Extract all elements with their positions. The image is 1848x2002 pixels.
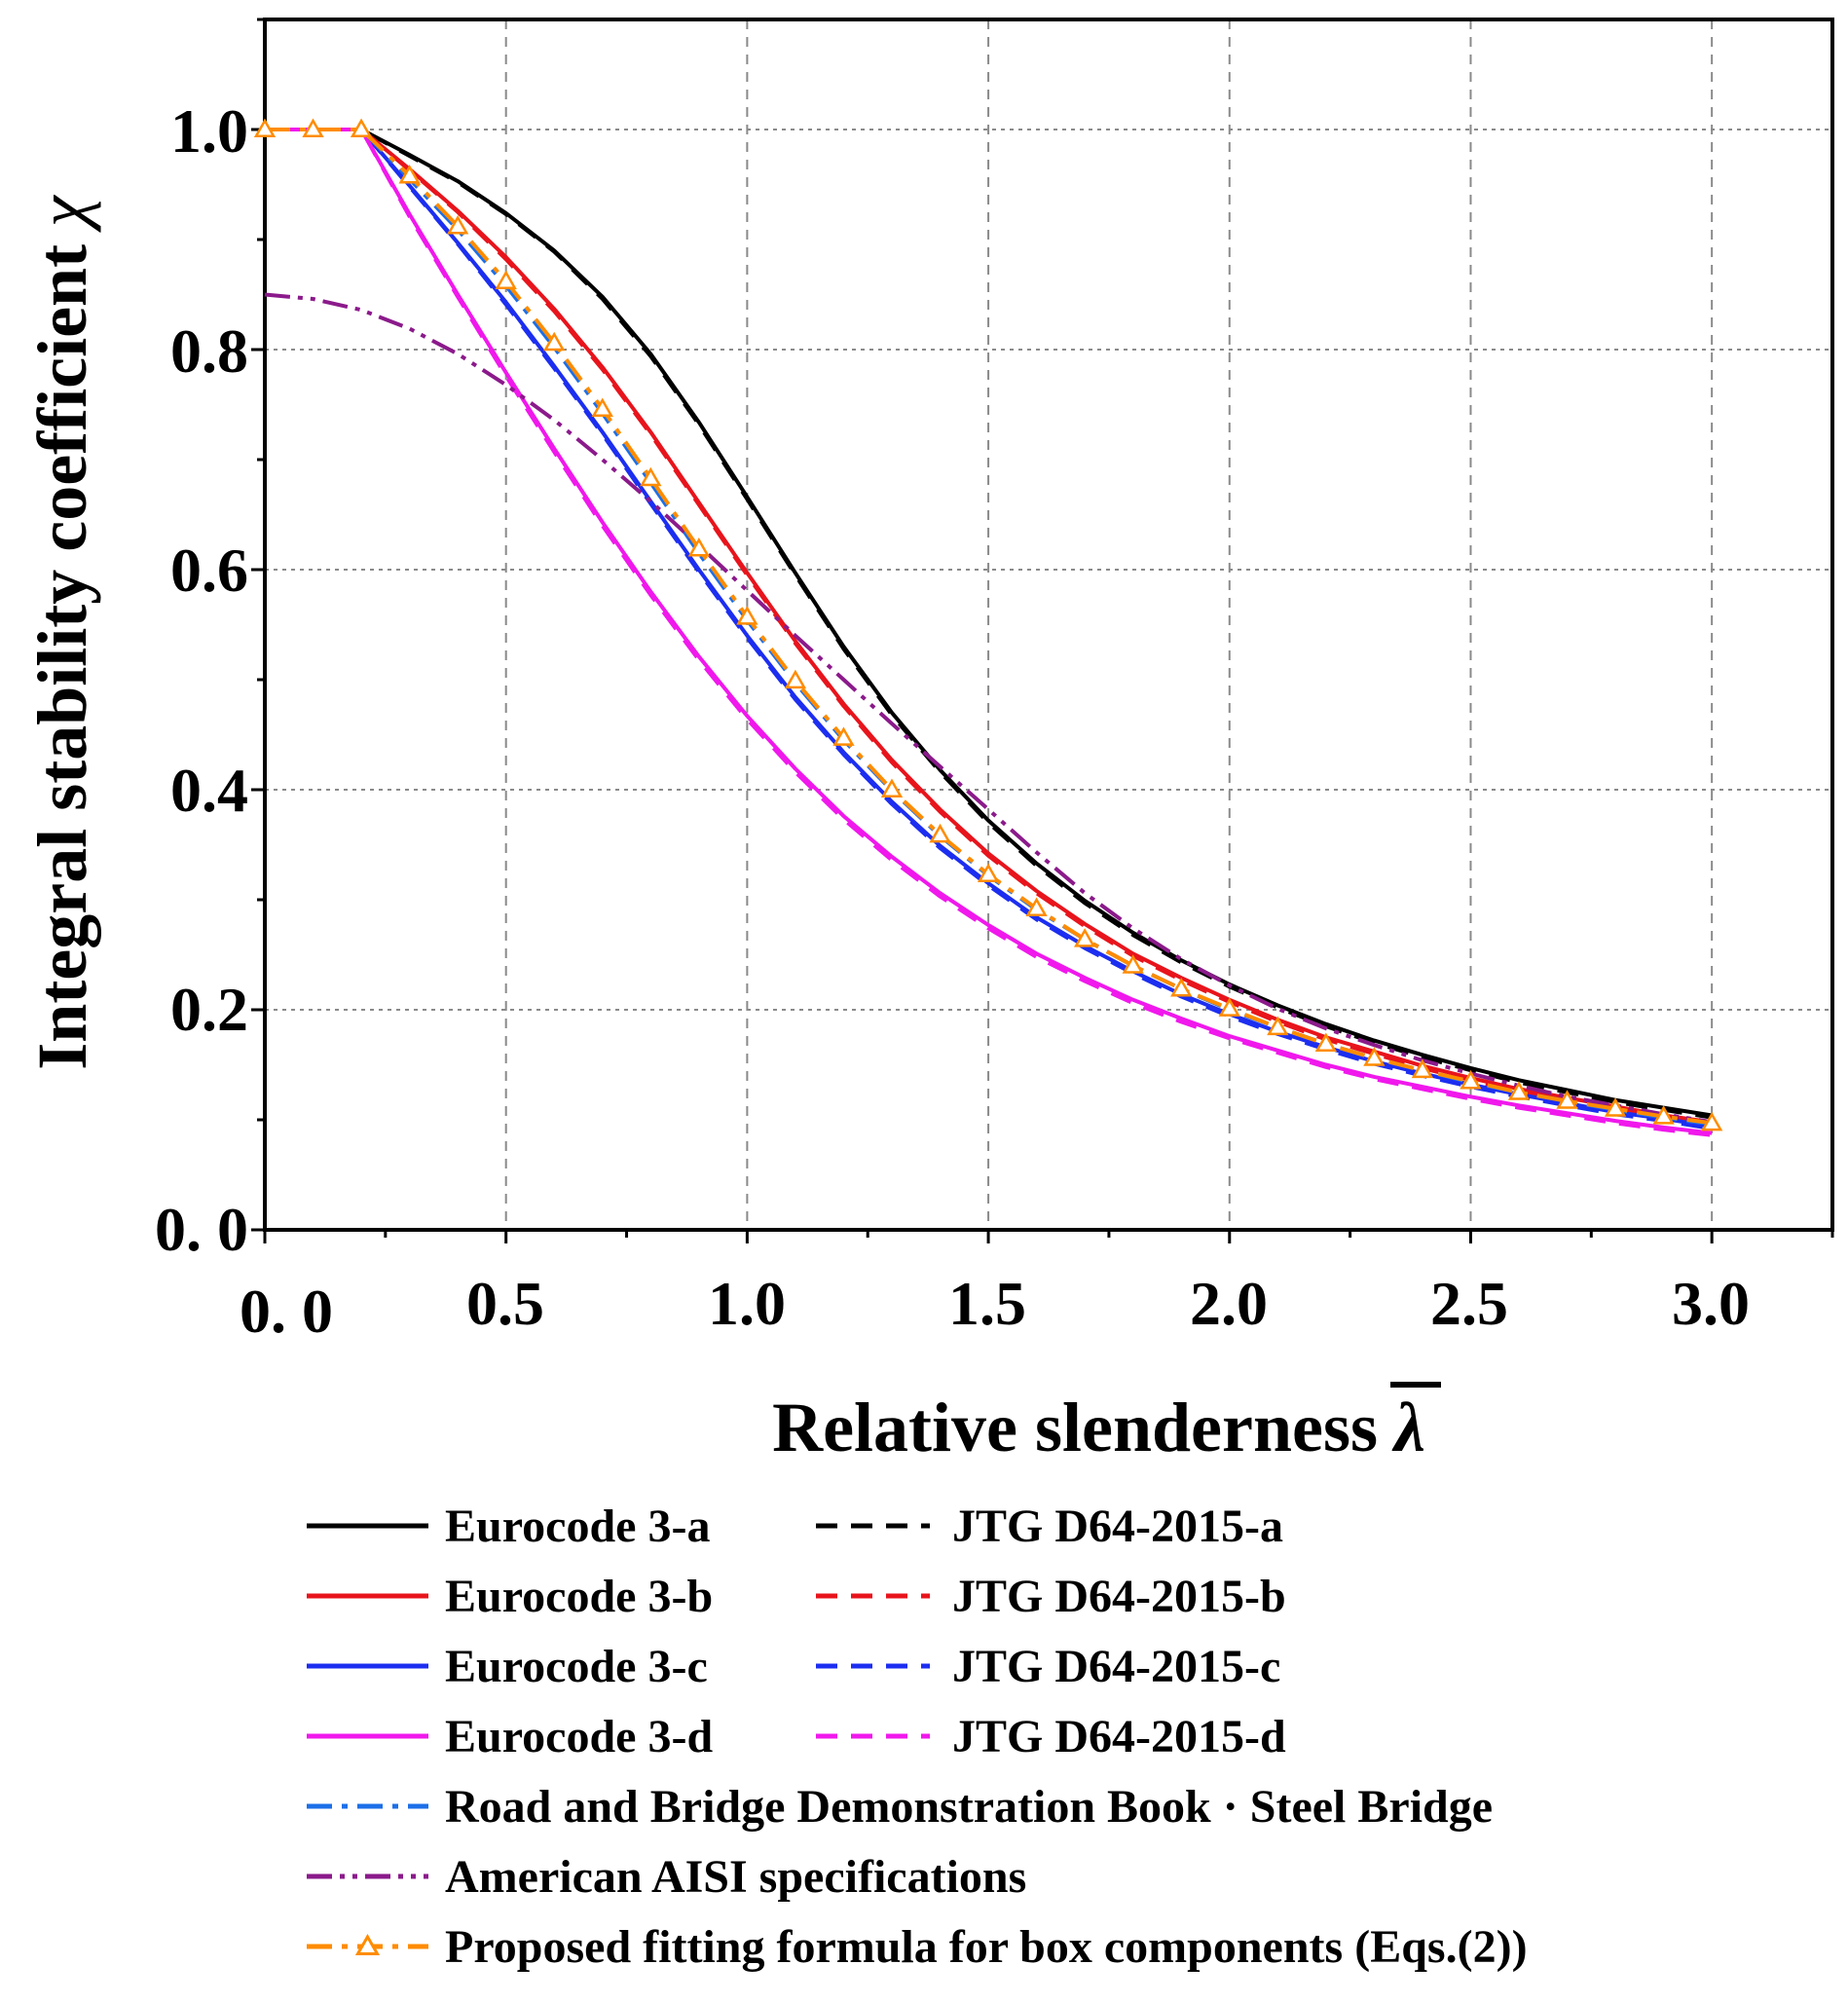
data-point <box>880 778 904 797</box>
data-point <box>1122 954 1144 974</box>
data-point <box>1073 928 1096 947</box>
grid <box>265 19 1832 1230</box>
series-layer <box>253 118 1723 1137</box>
legend-label: Eurocode 3-a <box>445 1501 710 1552</box>
data-point <box>784 669 807 689</box>
series-line <box>265 128 1713 1131</box>
x-tick-label: 3.0 <box>1672 1269 1750 1338</box>
data-point <box>1700 1111 1723 1131</box>
x-axis-title: Relative slenderness λ <box>772 1382 1441 1466</box>
legend-label: Eurocode 3-b <box>445 1571 713 1622</box>
legend-label: JTG D64-2015-b <box>952 1571 1286 1622</box>
legend-label: American AISI specifications <box>445 1851 1026 1903</box>
data-point <box>1556 1090 1578 1109</box>
data-point <box>253 118 277 137</box>
legend-label: Eurocode 3-d <box>445 1711 713 1762</box>
y-tick-label: 0. 0 <box>155 1195 248 1264</box>
data-point <box>591 397 613 418</box>
axis-ticks <box>251 18 1834 1243</box>
y-tick-label: 0.8 <box>170 316 248 386</box>
data-point <box>1267 1016 1289 1036</box>
data-point <box>398 164 421 184</box>
data-point <box>1218 997 1240 1017</box>
data-point <box>929 823 951 843</box>
x-axis-title-symbol: λ <box>1391 1389 1425 1466</box>
legend-marker <box>354 1933 381 1955</box>
x-tick-label: 1.0 <box>708 1269 786 1338</box>
data-point <box>1411 1058 1434 1079</box>
legend-label: JTG D64-2015-d <box>952 1711 1286 1762</box>
x-tick-label: 0.5 <box>466 1269 544 1338</box>
y-axis-title-text: Integral stability coefficientχ <box>23 194 101 1070</box>
data-point <box>1604 1097 1627 1117</box>
y-tick-label: 1.0 <box>170 96 248 166</box>
legend-label: Proposed fitting formula for box compone… <box>445 1921 1528 1973</box>
legend-label: Eurocode 3-c <box>445 1641 708 1692</box>
x-tick-labels: 0. 0 0.5 1.0 1.5 2.0 2.5 3.0 <box>240 1269 1750 1346</box>
y-tick-label: 0.4 <box>170 756 248 825</box>
series-line <box>265 128 1713 1135</box>
data-point <box>350 118 373 137</box>
series-line <box>265 128 1713 1137</box>
data-point <box>302 118 324 137</box>
data-point <box>640 466 662 487</box>
data-point <box>736 606 758 625</box>
data-point <box>977 863 1000 883</box>
y-tick-label: 0.2 <box>170 975 248 1044</box>
x-tick-label: 2.0 <box>1190 1269 1268 1338</box>
legend-label: JTG D64-2015-a <box>952 1501 1283 1552</box>
data-point <box>495 270 517 289</box>
data-point <box>1652 1105 1675 1125</box>
data-point <box>1460 1069 1482 1090</box>
legend-label: Road and Bridge Demonstration Book · Ste… <box>445 1781 1493 1833</box>
data-point <box>832 726 855 746</box>
data-point <box>687 538 711 557</box>
y-axis-title: Integral stability coefficientχ <box>23 194 101 1070</box>
data-point <box>1363 1047 1386 1066</box>
x-axis-title-text: Relative slenderness <box>772 1389 1378 1466</box>
legend-label: JTG D64-2015-c <box>952 1641 1280 1692</box>
data-point <box>446 214 469 235</box>
data-point <box>1507 1081 1531 1100</box>
y-tick-label: 0.6 <box>170 536 248 605</box>
plot-frame <box>263 18 1834 1232</box>
y-tick-labels: 0. 0 0.2 0.4 0.6 0.8 1.0 <box>155 96 248 1264</box>
data-point <box>1314 1032 1338 1053</box>
x-tick-label: 0. 0 <box>240 1277 333 1346</box>
data-point <box>543 331 566 352</box>
x-tick-label: 1.5 <box>948 1269 1026 1338</box>
legend: Eurocode 3-a Eurocode 3-b Eurocode 3-c Euro… <box>307 1501 1528 1973</box>
x-tick-label: 2.5 <box>1430 1269 1508 1338</box>
data-point <box>1170 978 1193 997</box>
data-point <box>1025 897 1048 917</box>
